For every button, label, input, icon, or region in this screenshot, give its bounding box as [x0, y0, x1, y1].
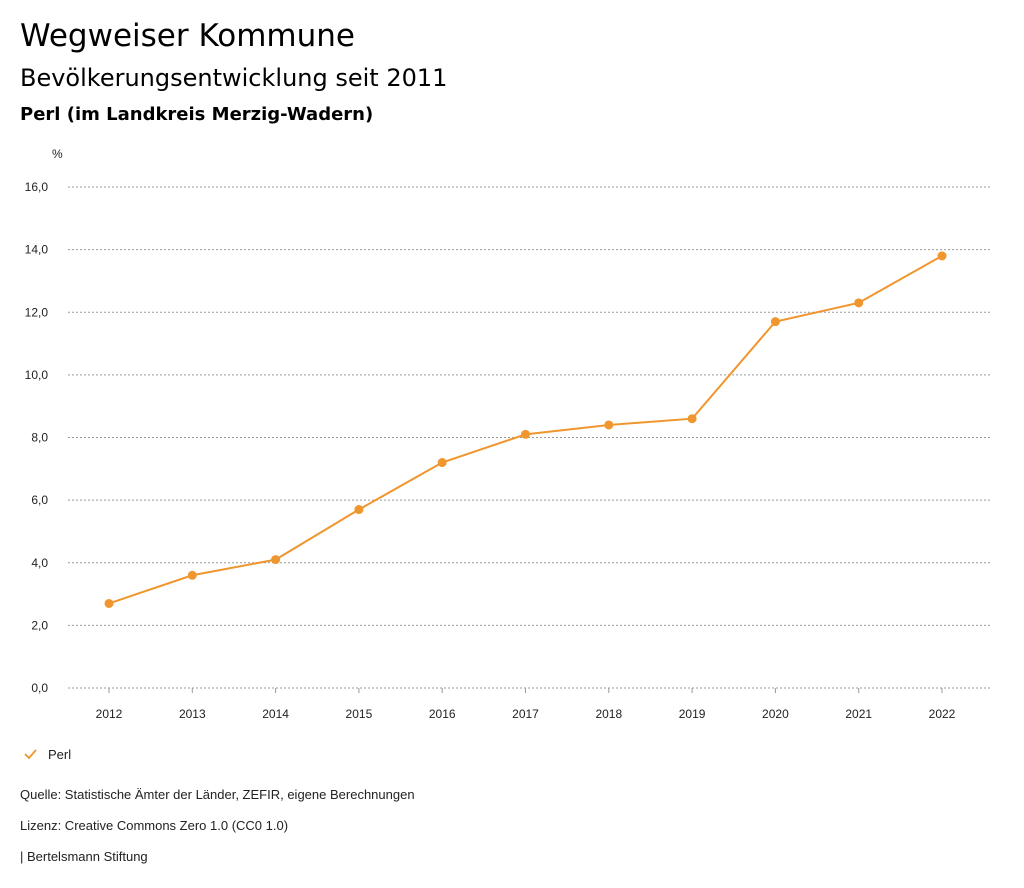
x-tick-label: 2015	[346, 707, 373, 721]
x-tick-label: 2018	[595, 707, 622, 721]
data-point	[354, 505, 364, 515]
y-tick-label: 0,0	[31, 681, 48, 695]
x-tick-label: 2022	[929, 707, 956, 721]
series-line-perl	[108, 255, 943, 605]
data-point	[271, 555, 281, 565]
y-tick-label: 14,0	[25, 243, 49, 257]
data-point	[937, 251, 947, 261]
y-tick-label: 8,0	[31, 431, 48, 445]
y-tick-label: 16,0	[25, 180, 49, 194]
y-tick-label: 12,0	[25, 305, 49, 319]
data-point	[604, 420, 614, 430]
x-tick-label: 2013	[179, 707, 206, 721]
data-point	[770, 317, 780, 327]
publisher-note: | Bertelsmann Stiftung	[20, 849, 148, 864]
data-point	[104, 598, 114, 608]
x-tick-label: 2019	[679, 707, 706, 721]
y-tick-label: 2,0	[31, 618, 48, 632]
chart-subtitle: Bevölkerungsentwicklung seit 2011	[20, 64, 448, 92]
y-tick-label: 6,0	[31, 493, 48, 507]
y-tick-label: 4,0	[31, 556, 48, 570]
data-point	[687, 414, 697, 424]
license-note: Lizenz: Creative Commons Zero 1.0 (CC0 1…	[20, 818, 289, 833]
y-tick-label: 10,0	[25, 368, 49, 382]
data-point	[187, 570, 197, 580]
x-tick-label: 2012	[96, 707, 123, 721]
x-tick-label: 2021	[845, 707, 872, 721]
page-title: Wegweiser Kommune	[20, 18, 355, 54]
x-tick-label: 2020	[762, 707, 789, 721]
y-axis-unit: %	[52, 147, 63, 161]
legend-check-icon	[24, 749, 37, 760]
x-tick-label: 2014	[262, 707, 289, 721]
x-tick-label: 2016	[429, 707, 456, 721]
data-point	[854, 298, 864, 308]
region-title: Perl (im Landkreis Merzig-Wadern)	[20, 104, 374, 125]
data-point	[521, 429, 530, 439]
data-point	[437, 458, 447, 468]
legend-label: Perl	[48, 747, 71, 762]
x-tick-label: 2017	[512, 707, 539, 721]
source-note: Quelle: Statistische Ämter der Länder, Z…	[20, 787, 415, 802]
